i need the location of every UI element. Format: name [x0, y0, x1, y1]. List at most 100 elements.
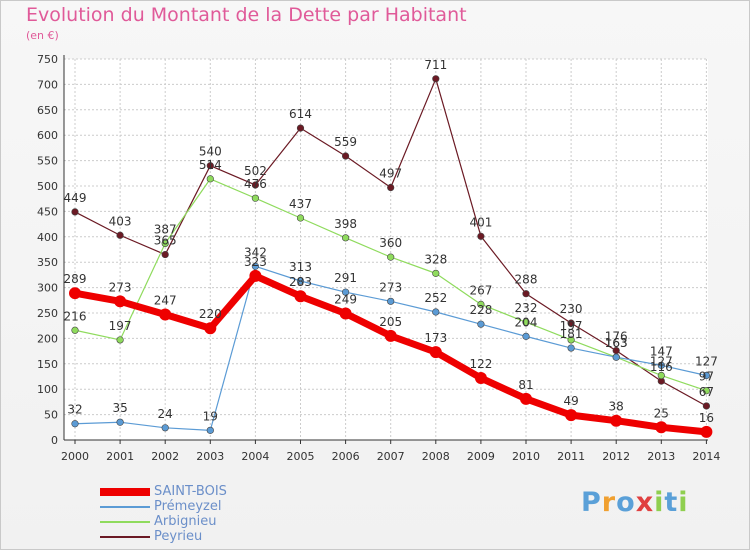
y-tick-label: 650 — [37, 104, 58, 117]
data-point — [251, 194, 259, 202]
data-point — [655, 421, 668, 434]
data-label: 249 — [334, 293, 357, 307]
data-point — [71, 420, 79, 428]
legend-swatch — [100, 520, 150, 523]
data-label: 401 — [469, 215, 492, 229]
data-point — [206, 162, 214, 170]
data-point — [522, 290, 530, 298]
x-tick-label: 2013 — [647, 450, 675, 463]
data-label: 24 — [158, 407, 173, 421]
data-point — [474, 372, 487, 385]
data-label: 67 — [699, 385, 714, 399]
data-point — [339, 307, 352, 320]
data-point — [161, 250, 169, 259]
data-label: 147 — [650, 344, 673, 358]
data-label: 323 — [244, 255, 267, 269]
data-label: 267 — [469, 283, 492, 297]
data-point — [657, 371, 665, 380]
data-label: 127 — [695, 354, 718, 368]
legend: SAINT-BOIS Prémeyzel Arbignieu Peyrieu — [100, 484, 227, 544]
data-label: 288 — [515, 273, 538, 287]
data-label: 176 — [605, 330, 628, 344]
x-tick-label: 2011 — [557, 450, 585, 463]
data-label: 559 — [334, 135, 357, 149]
data-label: 283 — [289, 275, 312, 289]
data-point — [251, 181, 259, 189]
data-label: 273 — [109, 280, 132, 294]
data-point — [567, 336, 575, 344]
legend-label: Prémeyzel — [154, 499, 222, 514]
logo-letter: i — [678, 487, 689, 518]
data-point — [567, 319, 575, 327]
data-label: 540 — [199, 145, 222, 159]
data-point — [387, 183, 395, 192]
data-point — [116, 231, 124, 239]
data-label: 365 — [154, 234, 177, 248]
data-point — [657, 361, 665, 369]
legend-item: Arbignieu — [100, 514, 227, 529]
data-label: 35 — [112, 401, 127, 415]
data-label: 289 — [64, 272, 87, 286]
data-label: 252 — [424, 291, 447, 305]
data-label: 291 — [334, 271, 357, 285]
data-point — [700, 425, 713, 438]
chart-subtitle: (en €) — [26, 29, 59, 42]
logo-letter: P — [581, 487, 602, 518]
y-tick-label: 50 — [44, 409, 58, 422]
chart-title: Evolution du Montant de la Dette par Hab… — [26, 4, 467, 26]
data-point — [251, 262, 259, 270]
data-point — [116, 336, 124, 344]
x-tick-label: 2006 — [332, 450, 360, 463]
data-point — [432, 269, 440, 277]
data-label: 398 — [334, 217, 357, 231]
y-tick-label: 100 — [37, 383, 58, 396]
x-tick-label: 2009 — [467, 450, 495, 463]
y-tick-label: 750 — [37, 53, 58, 66]
data-point — [206, 175, 214, 183]
data-label: 449 — [64, 191, 87, 205]
data-point — [296, 277, 305, 285]
data-label: 228 — [469, 303, 492, 317]
x-tick-label: 2004 — [241, 450, 269, 463]
data-label: 197 — [109, 319, 132, 333]
data-point — [610, 414, 623, 427]
data-label: 476 — [244, 177, 267, 191]
data-label: 273 — [379, 280, 402, 294]
proxiti-logo: Proxiti — [581, 487, 689, 518]
data-label: 16 — [699, 411, 714, 425]
legend-swatch — [100, 535, 150, 538]
data-point — [477, 232, 485, 240]
y-tick-label: 150 — [37, 358, 58, 371]
data-point — [161, 239, 169, 248]
data-point — [429, 346, 442, 359]
x-tick-label: 2012 — [602, 450, 630, 463]
data-label: 497 — [379, 167, 402, 181]
data-label: 97 — [699, 370, 714, 384]
data-point — [522, 332, 530, 340]
data-label: 328 — [424, 252, 447, 266]
x-tick-label: 2005 — [287, 450, 315, 463]
x-tick-label: 2008 — [422, 450, 450, 463]
data-point — [71, 208, 79, 216]
data-label: 19 — [203, 409, 218, 423]
data-label: 197 — [560, 319, 583, 333]
data-point — [294, 290, 307, 303]
data-point — [71, 326, 79, 334]
data-label: 181 — [560, 327, 583, 341]
legend-label: Peyrieu — [154, 529, 203, 544]
x-tick-label: 2002 — [151, 450, 179, 463]
y-tick-label: 500 — [37, 180, 58, 193]
data-label: 216 — [64, 309, 87, 323]
data-label: 387 — [154, 222, 177, 236]
x-tick-label: 2010 — [512, 450, 540, 463]
data-label: 127 — [650, 354, 673, 368]
data-label: 116 — [650, 360, 673, 374]
data-point — [342, 288, 350, 296]
data-label: 204 — [515, 315, 538, 329]
y-tick-label: 450 — [37, 205, 58, 218]
data-point — [477, 320, 485, 328]
data-point — [161, 424, 169, 432]
data-label: 220 — [199, 307, 222, 321]
data-point — [296, 124, 305, 132]
legend-item: Prémeyzel — [100, 499, 227, 514]
